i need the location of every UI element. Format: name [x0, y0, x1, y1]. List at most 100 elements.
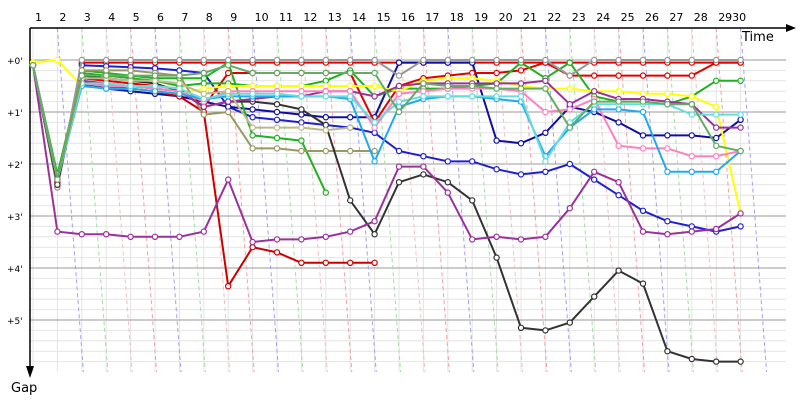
lap-label: 16 [401, 11, 415, 24]
data-point [420, 171, 427, 178]
data-point [102, 56, 110, 64]
series-line [32, 61, 741, 176]
data-point [298, 93, 305, 100]
data-point [737, 358, 744, 365]
data-point [298, 119, 305, 126]
data-point [298, 111, 305, 118]
data-point [566, 85, 574, 92]
data-point [542, 129, 549, 136]
data-point [517, 67, 525, 74]
lap-label: 26 [645, 11, 659, 24]
data-point [371, 119, 378, 126]
lap-label: 7 [181, 11, 188, 24]
data-point [688, 100, 696, 108]
data-point [298, 124, 305, 131]
data-point [371, 217, 378, 225]
data-point [298, 106, 305, 113]
series-line [32, 65, 742, 243]
data-point [542, 233, 549, 240]
data-point [200, 85, 207, 92]
data-point [176, 72, 183, 79]
data-point [273, 100, 281, 108]
data-point [469, 82, 476, 90]
data-point [224, 283, 232, 290]
data-point [347, 56, 354, 64]
data-point [566, 124, 574, 131]
data-point [371, 147, 378, 155]
data-point [517, 324, 525, 331]
series-line [32, 59, 741, 189]
data-point [371, 129, 378, 136]
data-point [78, 56, 86, 64]
data-point [176, 233, 183, 240]
lap-label: 6 [157, 11, 164, 24]
data-point [591, 98, 598, 105]
data-point [371, 93, 378, 100]
series-line [32, 64, 742, 181]
data-point [322, 93, 329, 100]
data-point [176, 67, 183, 74]
data-point [664, 90, 671, 98]
gap-tick-label: +2' [7, 161, 23, 171]
series-line [32, 61, 741, 189]
data-point [200, 56, 207, 64]
data-point [615, 191, 622, 199]
data-point [713, 358, 720, 365]
data-point [176, 85, 183, 92]
data-point [713, 225, 720, 233]
data-point [713, 103, 720, 111]
data-point [224, 176, 232, 183]
lap-label: 4 [108, 11, 115, 24]
data-point [444, 56, 451, 64]
data-point [127, 56, 134, 64]
data-point [200, 80, 207, 87]
data-point [151, 56, 159, 64]
data-point [566, 106, 574, 113]
series-line [32, 64, 741, 181]
data-point [273, 56, 281, 64]
data-point [664, 168, 671, 175]
data-point [273, 124, 281, 131]
data-point [737, 77, 744, 85]
data-point [493, 80, 500, 87]
data-point [322, 69, 329, 77]
data-point [395, 82, 403, 90]
data-point [420, 87, 427, 95]
lap-label: 13 [328, 11, 342, 24]
data-point [54, 176, 61, 183]
data-point [127, 82, 134, 90]
data-point [542, 77, 549, 85]
data-point [151, 72, 159, 79]
data-point [688, 355, 696, 363]
lap-label: 20 [499, 11, 513, 24]
data-point [444, 178, 451, 186]
data-point [493, 69, 500, 77]
data-point [444, 93, 451, 100]
data-point [127, 72, 134, 79]
data-point [713, 56, 720, 64]
data-point [639, 72, 647, 79]
data-point [664, 145, 671, 152]
data-point [664, 348, 671, 355]
lap-label: 3 [84, 11, 91, 24]
data-point [737, 223, 744, 230]
gap-labels: +0' +1' +2' +3' +4' +5' [7, 57, 23, 327]
data-point [664, 132, 671, 139]
data-point [371, 158, 378, 165]
gap-tick-label: +4' [7, 265, 23, 275]
lap-label: 9 [230, 11, 237, 24]
lap-guide-line [740, 27, 768, 373]
data-point [737, 56, 744, 64]
data-point [395, 72, 403, 79]
lap-guide-line [520, 27, 548, 373]
data-point [688, 152, 696, 160]
data-point [542, 85, 549, 92]
data-point [176, 90, 183, 98]
data-point [688, 228, 696, 235]
data-point [200, 228, 207, 235]
data-point [664, 100, 671, 108]
data-point [322, 82, 329, 90]
lap-label: 15 [377, 11, 391, 24]
lap-label: 28 [694, 11, 708, 24]
data-point [273, 249, 281, 256]
